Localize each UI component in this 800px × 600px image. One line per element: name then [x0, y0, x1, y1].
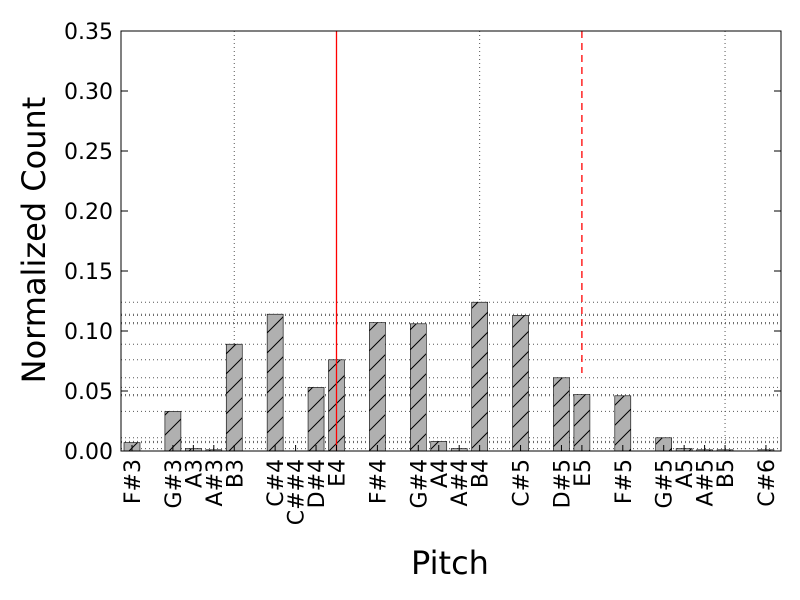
bar [471, 301, 488, 452]
x-axis-label: Pitch [411, 544, 489, 582]
bar-hatch [614, 395, 632, 452]
x-tick-label: E5 [571, 459, 596, 487]
x-tick-label: G#5 [653, 459, 678, 508]
x-tick-label: F#5 [612, 459, 637, 504]
bar-hatch [573, 394, 591, 452]
y-tick-label: 0.35 [64, 20, 113, 45]
bar-hatch [553, 377, 570, 452]
x-tick-label: E4 [326, 459, 351, 487]
x-tick-label: B5 [714, 459, 739, 488]
bar [164, 411, 182, 452]
x-tick-label: C#4 [264, 459, 289, 507]
x-tick-label: D#5 [550, 459, 575, 508]
bar-hatch [225, 343, 243, 452]
x-tick-label: C#6 [755, 459, 780, 507]
y-tick-label: 0.30 [64, 80, 113, 105]
x-tick-label: C##4 [285, 459, 310, 525]
x-tick-label: G#3 [162, 459, 187, 508]
x-tick-label: A#4 [448, 459, 473, 506]
bar [614, 395, 632, 452]
bar [225, 343, 243, 452]
x-tick-label: A#5 [694, 459, 719, 506]
y-tick-label: 0.05 [64, 380, 113, 405]
bar-hatch [266, 313, 284, 452]
bar [553, 377, 570, 452]
x-tick-label: A4 [428, 459, 453, 488]
bar [307, 387, 325, 452]
bar-hatch [369, 322, 386, 452]
y-tick-label: 0.00 [64, 440, 113, 465]
bar-hatch [409, 323, 427, 452]
y-tick-label: 0.15 [64, 260, 113, 285]
x-tick-label: D#4 [305, 459, 330, 508]
bar [573, 394, 591, 452]
x-tick-label: F#4 [366, 459, 391, 504]
x-tick-label: A#3 [203, 459, 228, 506]
x-tick-label: C#5 [510, 459, 535, 507]
x-tick-label: G#4 [407, 459, 432, 508]
bar-hatch [471, 301, 488, 452]
x-tick-label: A3 [182, 459, 207, 488]
plot-frame [120, 30, 782, 452]
bar [266, 313, 284, 452]
bar [369, 322, 386, 452]
bars [123, 301, 775, 452]
bar [655, 437, 673, 452]
y-tick-label: 0.25 [64, 140, 113, 165]
reference-lines [335, 31, 583, 451]
bar-hatch [307, 387, 325, 452]
x-tick-label: B4 [469, 459, 494, 488]
y-axis: 0.00 0.05 0.10 0.15 0.20 0.25 0.30 0.35 [64, 20, 781, 465]
x-tick-label: B3 [223, 459, 248, 488]
x-tick-label: F#3 [121, 459, 146, 504]
x-tick-label: A5 [673, 459, 698, 488]
bar [409, 323, 427, 452]
bar-hatch [512, 315, 529, 452]
horizontal-gridlines [121, 301, 781, 450]
y-tick-label: 0.20 [64, 200, 113, 225]
y-tick-label: 0.10 [64, 320, 113, 345]
bar [512, 315, 529, 452]
y-axis-label: Normalized Count [15, 97, 53, 384]
